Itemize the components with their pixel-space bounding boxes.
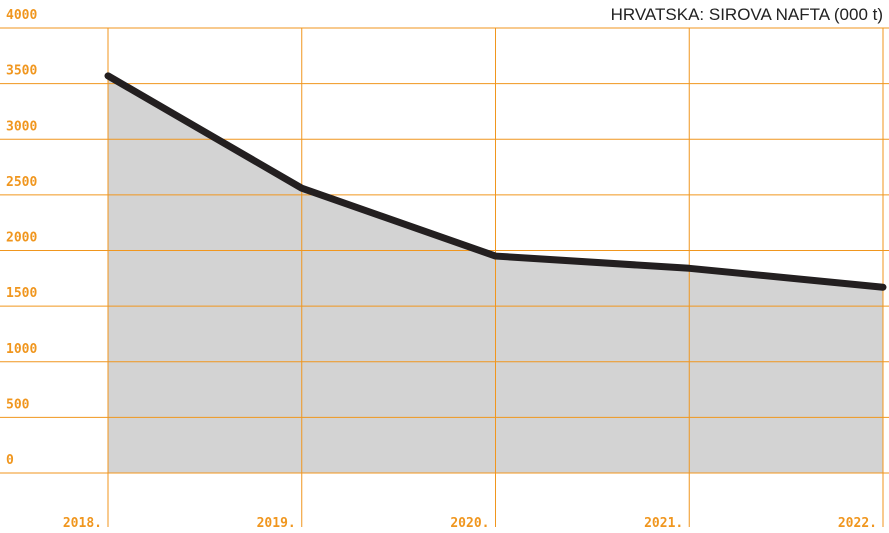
y-tick-label: 2000 — [6, 231, 37, 246]
y-tick-label: 2500 — [6, 175, 37, 190]
x-tick-label: 2018. — [63, 516, 102, 531]
y-tick-label: 1000 — [6, 342, 37, 357]
y-tick-label: 0 — [6, 453, 14, 468]
y-tick-label: 500 — [6, 397, 30, 412]
x-tick-label: 2021. — [644, 516, 683, 531]
x-tick-label: 2022. — [838, 516, 877, 531]
line — [104, 72, 887, 291]
y-tick-label: 3000 — [6, 119, 37, 134]
x-tick-label: 2019. — [257, 516, 296, 531]
y-tick-label: 4000 — [6, 8, 37, 23]
y-tick-label: 1500 — [6, 286, 37, 301]
y-tick-label: 3500 — [6, 64, 37, 79]
x-tick-label: 2020. — [450, 516, 489, 531]
chart-title: HRVATSKA: SIROVA NAFTA (000 t) — [611, 5, 883, 24]
